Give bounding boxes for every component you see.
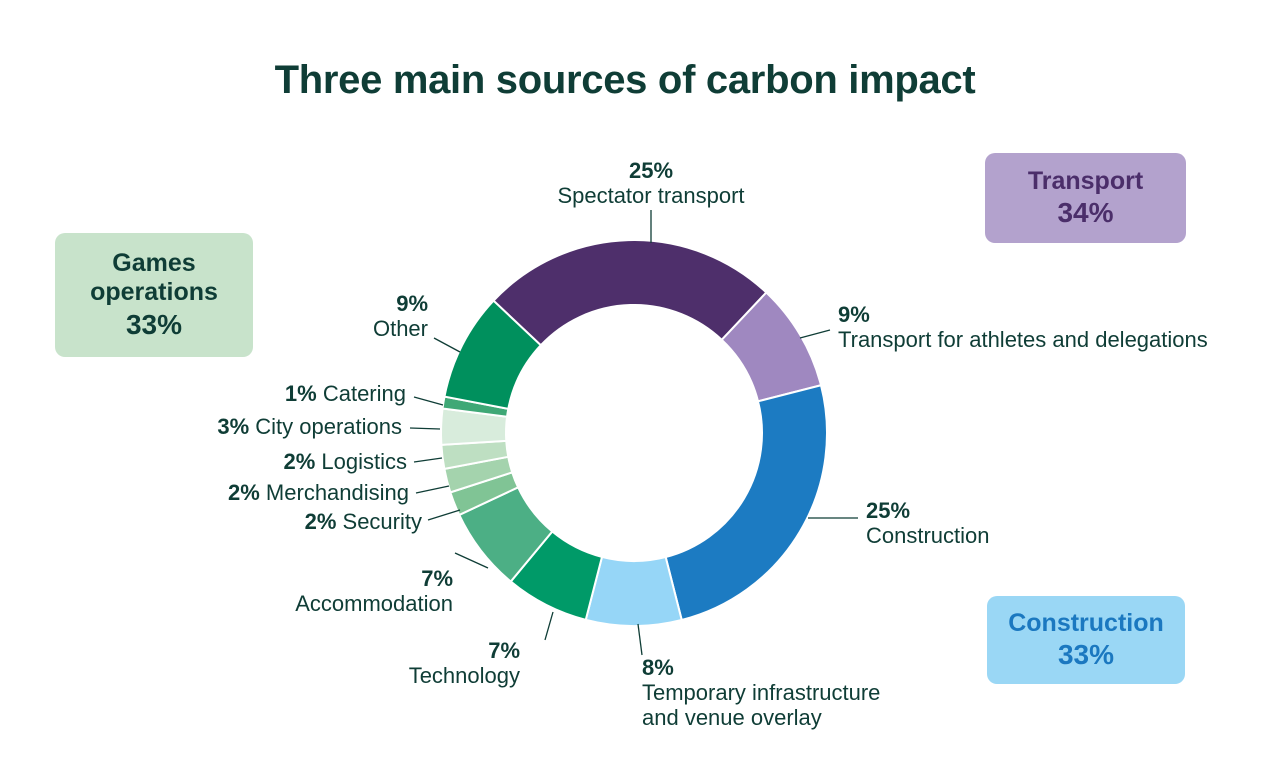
slice-value: 3% (217, 414, 249, 439)
slice-label-catering: 1% Catering (285, 381, 406, 406)
leader-line-transport-for-athletes-and-delegations (799, 329, 831, 339)
slice-name: Accommodation (295, 591, 453, 616)
leader-line-technology (544, 611, 554, 641)
slice-value: 25% (629, 158, 673, 183)
group-name-transport: Transport (1027, 166, 1144, 195)
slice-value: 9% (838, 302, 870, 327)
slice-label-other: 9% Other (373, 291, 428, 341)
slice-label-spectator-transport: 25% Spectator transport (557, 158, 744, 208)
group-box-transport: Transport 34% (985, 153, 1186, 243)
donut-slice-construction (664, 384, 828, 622)
slice-label-accommodation: 7% Accommodation (295, 566, 453, 616)
slice-value: 2% (283, 449, 315, 474)
slice-name: Construction (866, 523, 990, 548)
slice-label-merchandising: 2% Merchandising (228, 480, 409, 505)
slice-name: Catering (317, 381, 406, 406)
group-pct-construction: 33% (1057, 639, 1115, 671)
slice-name: Logistics (315, 449, 407, 474)
slice-name: Temporary infrastructure (642, 680, 880, 705)
slice-label-transport-for-athletes-and-delegations: 9% Transport for athletes and delegations (838, 302, 1208, 352)
slice-name: Security (336, 509, 422, 534)
leader-line-security (427, 509, 461, 521)
slice-value: 25% (866, 498, 910, 523)
group-box-construction: Construction 33% (987, 596, 1185, 684)
slice-value: 2% (305, 509, 337, 534)
leader-line-logistics (413, 457, 443, 463)
slice-value: 9% (396, 291, 428, 316)
leader-line-other (433, 337, 461, 353)
donut-slice-spectator-transport (492, 238, 768, 347)
slice-value: 7% (421, 566, 453, 591)
slice-name: Other (373, 316, 428, 341)
group-name-games-operations: Games operations (90, 249, 218, 307)
group-name-line: operations (90, 277, 218, 306)
donut-slice-other (443, 299, 543, 411)
slice-name: Technology (409, 663, 520, 688)
slice-label-city-operations: 3% City operations (217, 414, 402, 439)
slice-value: 7% (488, 638, 520, 663)
slice-label-security: 2% Security (305, 509, 422, 534)
slice-value: 1% (285, 381, 317, 406)
slice-name: Transport for athletes and delegations (838, 327, 1208, 352)
slice-name: Spectator transport (557, 183, 744, 208)
slice-name: Merchandising (260, 480, 409, 505)
chart-title: Three main sources of carbon impact (274, 58, 976, 102)
leader-line-accommodation (454, 552, 489, 569)
slice-label-construction: 25% Construction (866, 498, 990, 548)
slice-name: City operations (249, 414, 402, 439)
slice-value: 2% (228, 480, 260, 505)
group-pct-transport: 34% (1057, 197, 1114, 229)
leader-line-temporary-infrastructure-and-venue-overlay (637, 623, 643, 656)
slice-name: and venue overlay (642, 705, 822, 730)
slice-label-technology: 7% Technology (409, 638, 520, 688)
group-name-line: Games (112, 249, 196, 278)
group-box-games-operations: Games operations 33% (55, 233, 253, 357)
leader-line-city-operations (409, 427, 441, 430)
slice-value: 8% (642, 655, 674, 680)
slice-label-temporary-infrastructure-and-venue-overlay: 8% Temporary infrastructure and venue over… (642, 655, 880, 730)
leader-line-merchandising (415, 485, 450, 494)
leader-line-catering (413, 396, 444, 406)
slice-label-logistics: 2% Logistics (283, 449, 407, 474)
group-name-construction: Construction (1008, 608, 1164, 637)
group-pct-games-operations: 33% (125, 308, 183, 340)
